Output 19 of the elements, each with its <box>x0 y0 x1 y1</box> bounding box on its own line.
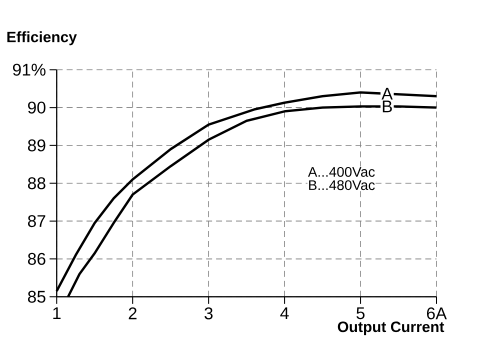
x-tick-label: 6A <box>427 307 447 320</box>
y-tick-label: 88 <box>28 177 46 190</box>
x-tick-label: 3 <box>204 307 213 320</box>
y-tick-label: 85 <box>28 290 46 303</box>
x-tick-label: 4 <box>280 307 289 320</box>
y-tick-label: 89 <box>28 139 46 152</box>
x-tick-label: 2 <box>128 307 137 320</box>
annotation: B...480Vac <box>309 180 375 190</box>
series-label: A <box>382 88 393 100</box>
y-axis-title: Efficiency <box>7 31 77 46</box>
y-tick-label: 86 <box>28 252 46 265</box>
x-tick-label: 5 <box>356 307 365 320</box>
x-tick-label: 1 <box>53 307 61 320</box>
x-axis-title: Output Current <box>338 322 444 336</box>
y-tick-label: 87 <box>28 215 46 228</box>
annotation: A...400Vac <box>308 167 375 177</box>
series-label: B <box>382 100 392 112</box>
y-tick-label: 91% <box>12 64 46 76</box>
y-tick-label: 90 <box>28 102 46 114</box>
